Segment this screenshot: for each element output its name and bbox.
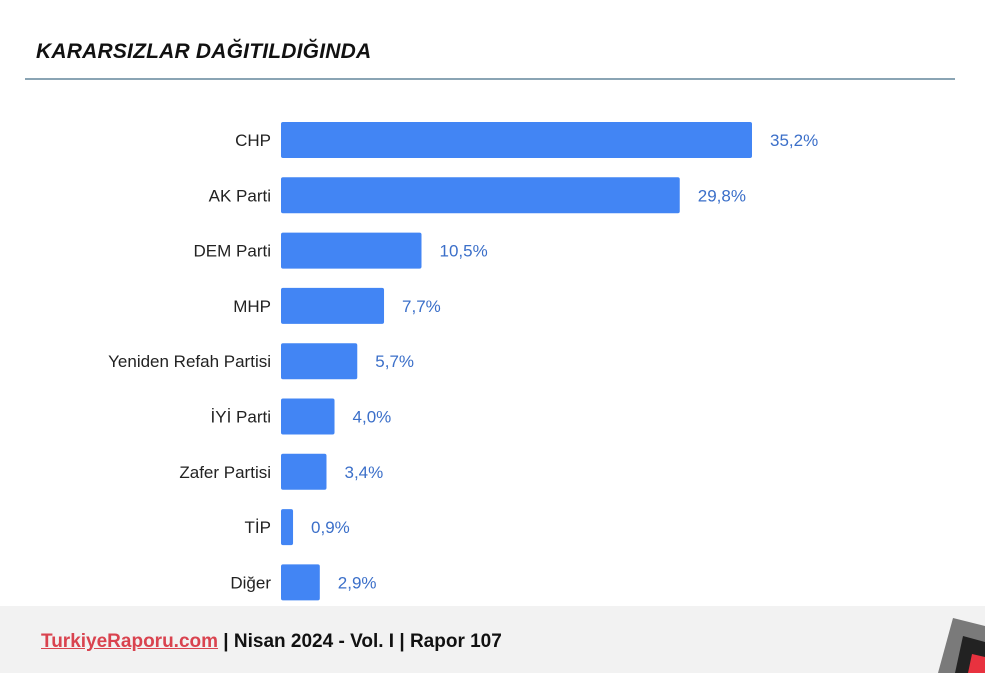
site-link[interactable]: TurkiyeRaporu.com bbox=[41, 631, 219, 652]
value-label: 10,5% bbox=[439, 242, 487, 261]
report-label: Rapor 107 bbox=[409, 631, 502, 652]
value-label: 2,9% bbox=[338, 573, 377, 592]
category-label: Diğer bbox=[230, 573, 271, 592]
category-label: İYİ Parti bbox=[211, 408, 271, 427]
bar bbox=[281, 509, 294, 546]
category-label: AK Parti bbox=[209, 186, 271, 205]
footer: TurkiyeRaporu.com | Nisan 2024 - Vol. I … bbox=[0, 606, 985, 673]
bar bbox=[281, 122, 752, 158]
bar bbox=[281, 343, 358, 380]
category-label: Zafer Partisi bbox=[179, 463, 271, 482]
bar bbox=[281, 287, 385, 324]
category-label: Yeniden Refah Partisi bbox=[108, 352, 271, 371]
bar-chart: CHP 35,2% AK Parti 29,8% DEM Parti 10,5% MHP 7,… bbox=[108, 122, 818, 601]
bar bbox=[281, 453, 327, 490]
bar bbox=[281, 177, 680, 214]
category-label: CHP bbox=[235, 131, 271, 150]
value-label: 4,0% bbox=[353, 408, 392, 427]
footer-text: TurkiyeRaporu.com | Nisan 2024 - Vol. I … bbox=[41, 631, 502, 653]
value-label: 29,8% bbox=[698, 186, 746, 205]
bar bbox=[281, 398, 335, 435]
value-label: 0,9% bbox=[311, 518, 350, 537]
separator: | bbox=[394, 631, 410, 652]
title-divider bbox=[25, 78, 955, 80]
value-label: 7,7% bbox=[402, 297, 441, 316]
value-label: 35,2% bbox=[770, 131, 818, 150]
separator: | bbox=[218, 631, 234, 652]
category-label: MHP bbox=[233, 297, 271, 316]
category-label: TİP bbox=[245, 518, 271, 537]
category-label: DEM Parti bbox=[194, 242, 271, 261]
value-label: 3,4% bbox=[344, 463, 383, 482]
issue-label: Nisan 2024 - Vol. I bbox=[233, 631, 395, 652]
bar bbox=[281, 232, 422, 269]
bar bbox=[281, 564, 320, 601]
value-label: 5,7% bbox=[375, 352, 414, 371]
chart-title: KARARSIZLAR DAĞITILDIĞINDA bbox=[36, 40, 372, 63]
